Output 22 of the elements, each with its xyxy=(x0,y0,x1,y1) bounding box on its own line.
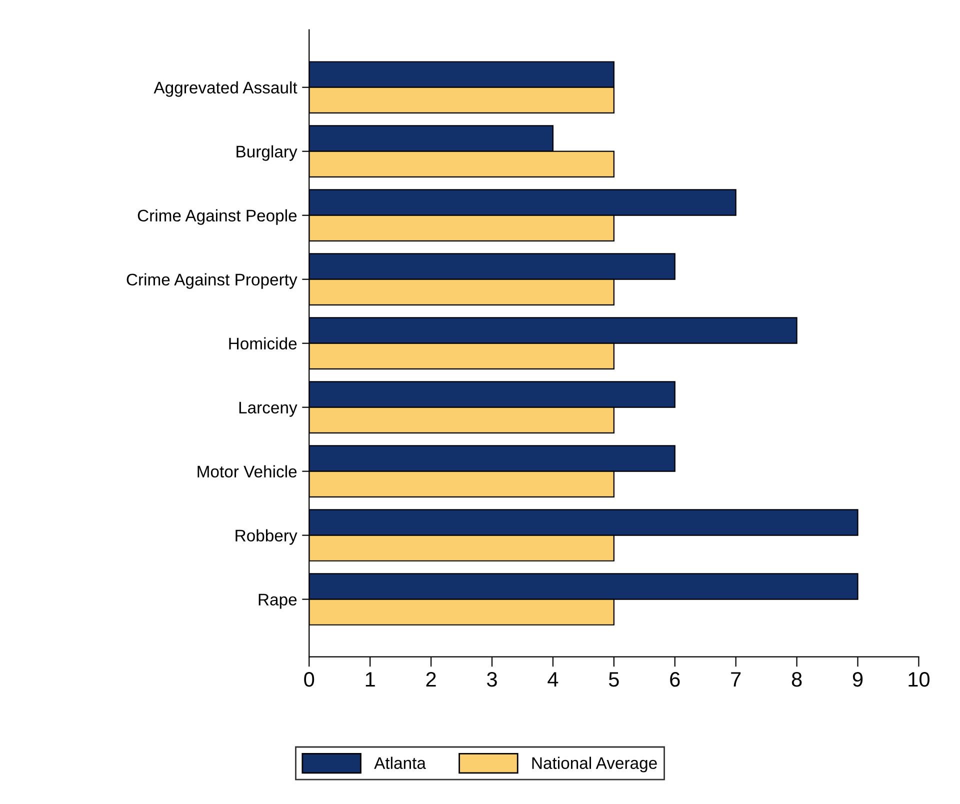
x-tick-label: 1 xyxy=(366,672,375,687)
legend-label: National Average xyxy=(532,756,657,772)
y-tick-label: Homicide xyxy=(229,337,297,350)
x-tick-label: 3 xyxy=(487,672,497,687)
y-tick-label: Robbery xyxy=(236,529,298,545)
y-tick-label: Crime Against Property xyxy=(126,273,298,289)
y-tick-label: Crime Against People xyxy=(138,209,297,225)
x-tick-label: 5 xyxy=(608,672,619,687)
x-tick-label: 8 xyxy=(792,672,802,687)
y-tick-label: Burglary xyxy=(236,145,298,161)
y-tick-label: Larceny xyxy=(239,402,298,417)
x-tick-label: 0 xyxy=(304,672,314,687)
x-tick-label: 7 xyxy=(731,672,741,687)
x-tick-label: 4 xyxy=(548,672,558,687)
x-tick-label: 6 xyxy=(670,672,680,687)
x-tick-label: 2 xyxy=(426,672,436,687)
y-tick-label: Motor Vehicle xyxy=(198,465,297,478)
y-tick-label: Aggrevated Assault xyxy=(154,81,298,97)
y-tick-label: Rape xyxy=(258,594,297,609)
legend-label: Atlanta xyxy=(374,756,426,769)
x-tick-label: 9 xyxy=(852,672,863,687)
x-tick-label: 10 xyxy=(908,672,930,687)
